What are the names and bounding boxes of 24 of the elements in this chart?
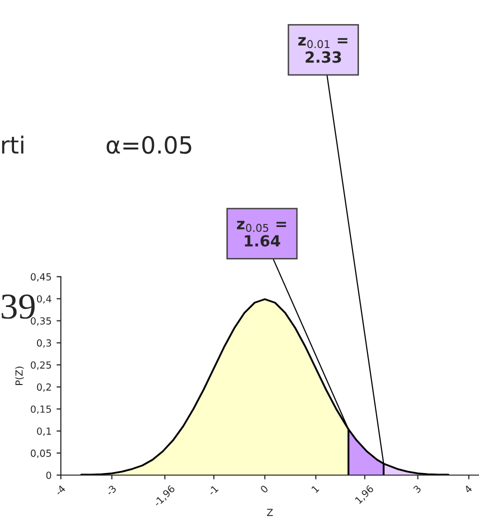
y-tick-label: 0,45 <box>30 273 51 282</box>
y-tick-label: 0,4 <box>36 295 52 304</box>
x-tick-label: 4 <box>464 484 472 494</box>
y-tick-label: 0,05 <box>30 450 51 458</box>
y-tick-label: 0,2 <box>36 383 51 392</box>
y-tick-label: 0,25 <box>30 361 51 370</box>
y-tick-label: 0,3 <box>36 339 52 348</box>
annotation: z$_{0.01}$ = 2.33 <box>298 37 348 63</box>
x-tick-label: -3 <box>106 484 117 496</box>
annotation: z$_{0.05}$ = 1.64 <box>236 220 286 247</box>
x-tick-label: -4 <box>54 484 66 496</box>
x-tick-label: 0 <box>260 484 269 494</box>
y-tick-label: 0,1 <box>36 428 51 436</box>
x-axis-title: Z <box>267 508 273 516</box>
text: α=0.05 <box>106 136 192 154</box>
x-tick-label: -1 <box>208 485 219 496</box>
y-tick-label: 0,15 <box>30 405 51 414</box>
text: 39 <box>2 294 35 319</box>
x-tick-label: 1 <box>311 485 320 493</box>
y-tick-label: 0 <box>46 472 52 479</box>
text: rti <box>2 136 24 154</box>
x-tick-label: 3 <box>412 484 422 494</box>
y-tick-label: 0,35 <box>30 317 51 326</box>
y-axis-title: P(Z) <box>15 366 24 385</box>
